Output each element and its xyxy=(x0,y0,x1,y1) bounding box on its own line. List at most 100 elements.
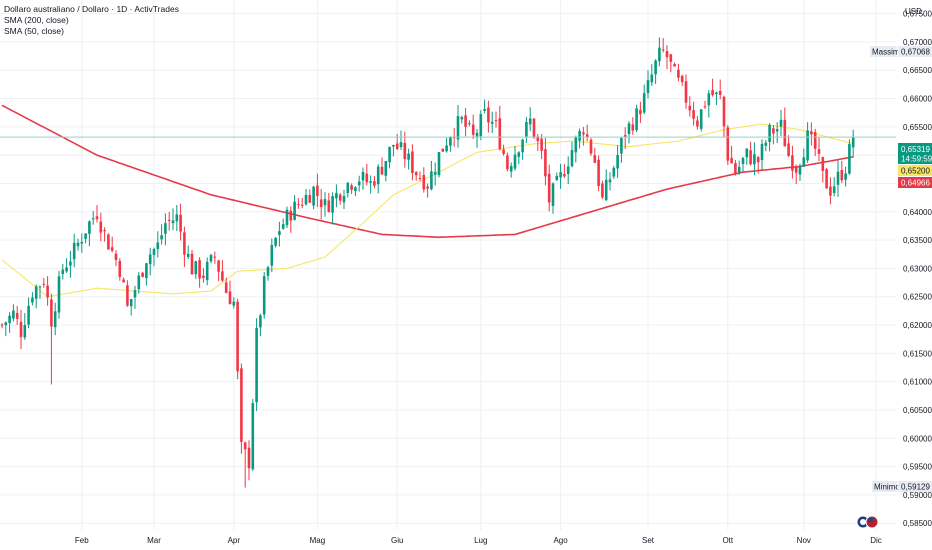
currency-label: USD xyxy=(905,7,922,16)
candle-body xyxy=(274,237,277,246)
candle-body xyxy=(418,177,422,179)
candle-body xyxy=(601,183,604,198)
candle-body xyxy=(103,230,106,232)
candle-body xyxy=(722,96,726,127)
sma50-price-value: 0,65200 xyxy=(901,167,930,176)
candle-body xyxy=(84,233,87,239)
candle-body xyxy=(0,324,4,326)
candle-body xyxy=(521,139,524,153)
candle-body xyxy=(680,75,684,83)
candle-body xyxy=(654,60,657,75)
candle-body xyxy=(764,142,768,146)
y-axis[interactable]: 0,675000,670000,665000,660000,655000,650… xyxy=(903,10,932,529)
sma50-layer xyxy=(1,123,854,298)
candle-body xyxy=(4,322,8,326)
candle-body xyxy=(19,321,23,338)
candle-body xyxy=(726,127,730,161)
candle-body xyxy=(794,167,798,173)
x-tick-label: Ott xyxy=(722,536,733,545)
candle-body xyxy=(361,171,365,181)
candle-body xyxy=(308,195,312,203)
candle-body xyxy=(787,143,790,156)
legend-sma50[interactable]: SMA (50, close) xyxy=(4,26,64,36)
candle-body xyxy=(346,182,350,194)
y-tick-label: 0,64000 xyxy=(903,208,932,217)
candle-body xyxy=(802,157,806,167)
candle-body xyxy=(509,165,513,172)
candle-body xyxy=(597,159,600,187)
candle-body xyxy=(582,132,585,135)
y-tick-label: 0,63500 xyxy=(903,236,932,245)
candles-layer xyxy=(0,37,855,488)
candle-body xyxy=(532,118,536,138)
candle-body xyxy=(566,166,570,175)
candle-body xyxy=(555,175,559,181)
candle-body xyxy=(171,220,175,224)
y-tick-label: 0,60000 xyxy=(903,434,932,443)
candle-body xyxy=(464,115,467,127)
y-tick-label: 0,67000 xyxy=(903,38,932,47)
countdown-value: 14:59:59 xyxy=(901,155,932,164)
candle-body xyxy=(38,286,42,288)
candle-body xyxy=(673,63,676,67)
candle-body xyxy=(91,218,95,220)
price-tags: USD Massimo 0,67068 Minimo 0,59129 0,653… xyxy=(870,7,932,492)
candle-body xyxy=(627,123,631,135)
country-flags-icon[interactable] xyxy=(856,515,880,529)
candle-body xyxy=(635,108,638,131)
candle-body xyxy=(42,283,46,285)
candle-body xyxy=(126,285,129,306)
candle-body xyxy=(175,214,179,222)
candle-body xyxy=(183,232,186,255)
candle-body xyxy=(650,74,654,83)
candle-body xyxy=(551,183,555,206)
candle-body xyxy=(829,186,832,196)
candle-body xyxy=(760,143,764,161)
candle-body xyxy=(392,144,395,147)
candle-body xyxy=(791,155,794,171)
x-tick-label: Apr xyxy=(228,536,241,545)
candle-body xyxy=(631,124,635,131)
candle-body xyxy=(574,137,578,153)
x-tick-label: Ago xyxy=(553,536,568,545)
candle-body xyxy=(278,231,281,236)
candle-body xyxy=(836,171,840,185)
candle-body xyxy=(703,106,707,108)
candle-body xyxy=(414,172,418,176)
candle-body xyxy=(338,194,342,201)
y-tick-label: 0,66000 xyxy=(903,95,932,104)
candle-body xyxy=(684,81,688,103)
candle-body xyxy=(300,204,304,206)
candle-body xyxy=(441,148,445,152)
candle-body xyxy=(167,219,171,221)
candle-body xyxy=(696,120,699,127)
max-label-box xyxy=(870,46,897,57)
candle-body xyxy=(293,201,296,220)
x-tick-label: Giu xyxy=(391,536,403,545)
candle-body xyxy=(190,253,194,275)
candle-body xyxy=(490,121,494,124)
candle-body xyxy=(756,157,760,163)
candle-body xyxy=(498,118,502,150)
x-axis[interactable]: Feb Mar Apr Mag Giu Lug Ago Set Ott Nov Dic xyxy=(75,536,882,545)
candle-body xyxy=(623,135,627,137)
sma50-line xyxy=(1,123,854,298)
candle-body xyxy=(642,93,646,113)
candle-body xyxy=(148,254,152,265)
chart-legend: Dollaro australiano / Dollaro · 1D · Act… xyxy=(4,4,179,37)
y-tick-label: 0,59500 xyxy=(903,463,932,472)
candle-body xyxy=(806,130,809,161)
candle-body xyxy=(604,179,608,201)
legend-sma200[interactable]: SMA (200, close) xyxy=(4,15,69,25)
candle-body xyxy=(753,154,756,165)
x-tick-label: Dic xyxy=(870,536,882,545)
candle-body xyxy=(129,299,133,307)
candle-body xyxy=(494,120,498,122)
candle-body xyxy=(388,146,391,163)
candle-body xyxy=(69,261,72,266)
candle-body xyxy=(559,172,562,178)
candle-body xyxy=(821,157,825,171)
legend-title: Dollaro australiano / Dollaro · 1D · Act… xyxy=(4,4,179,14)
max-value-box xyxy=(898,46,932,57)
